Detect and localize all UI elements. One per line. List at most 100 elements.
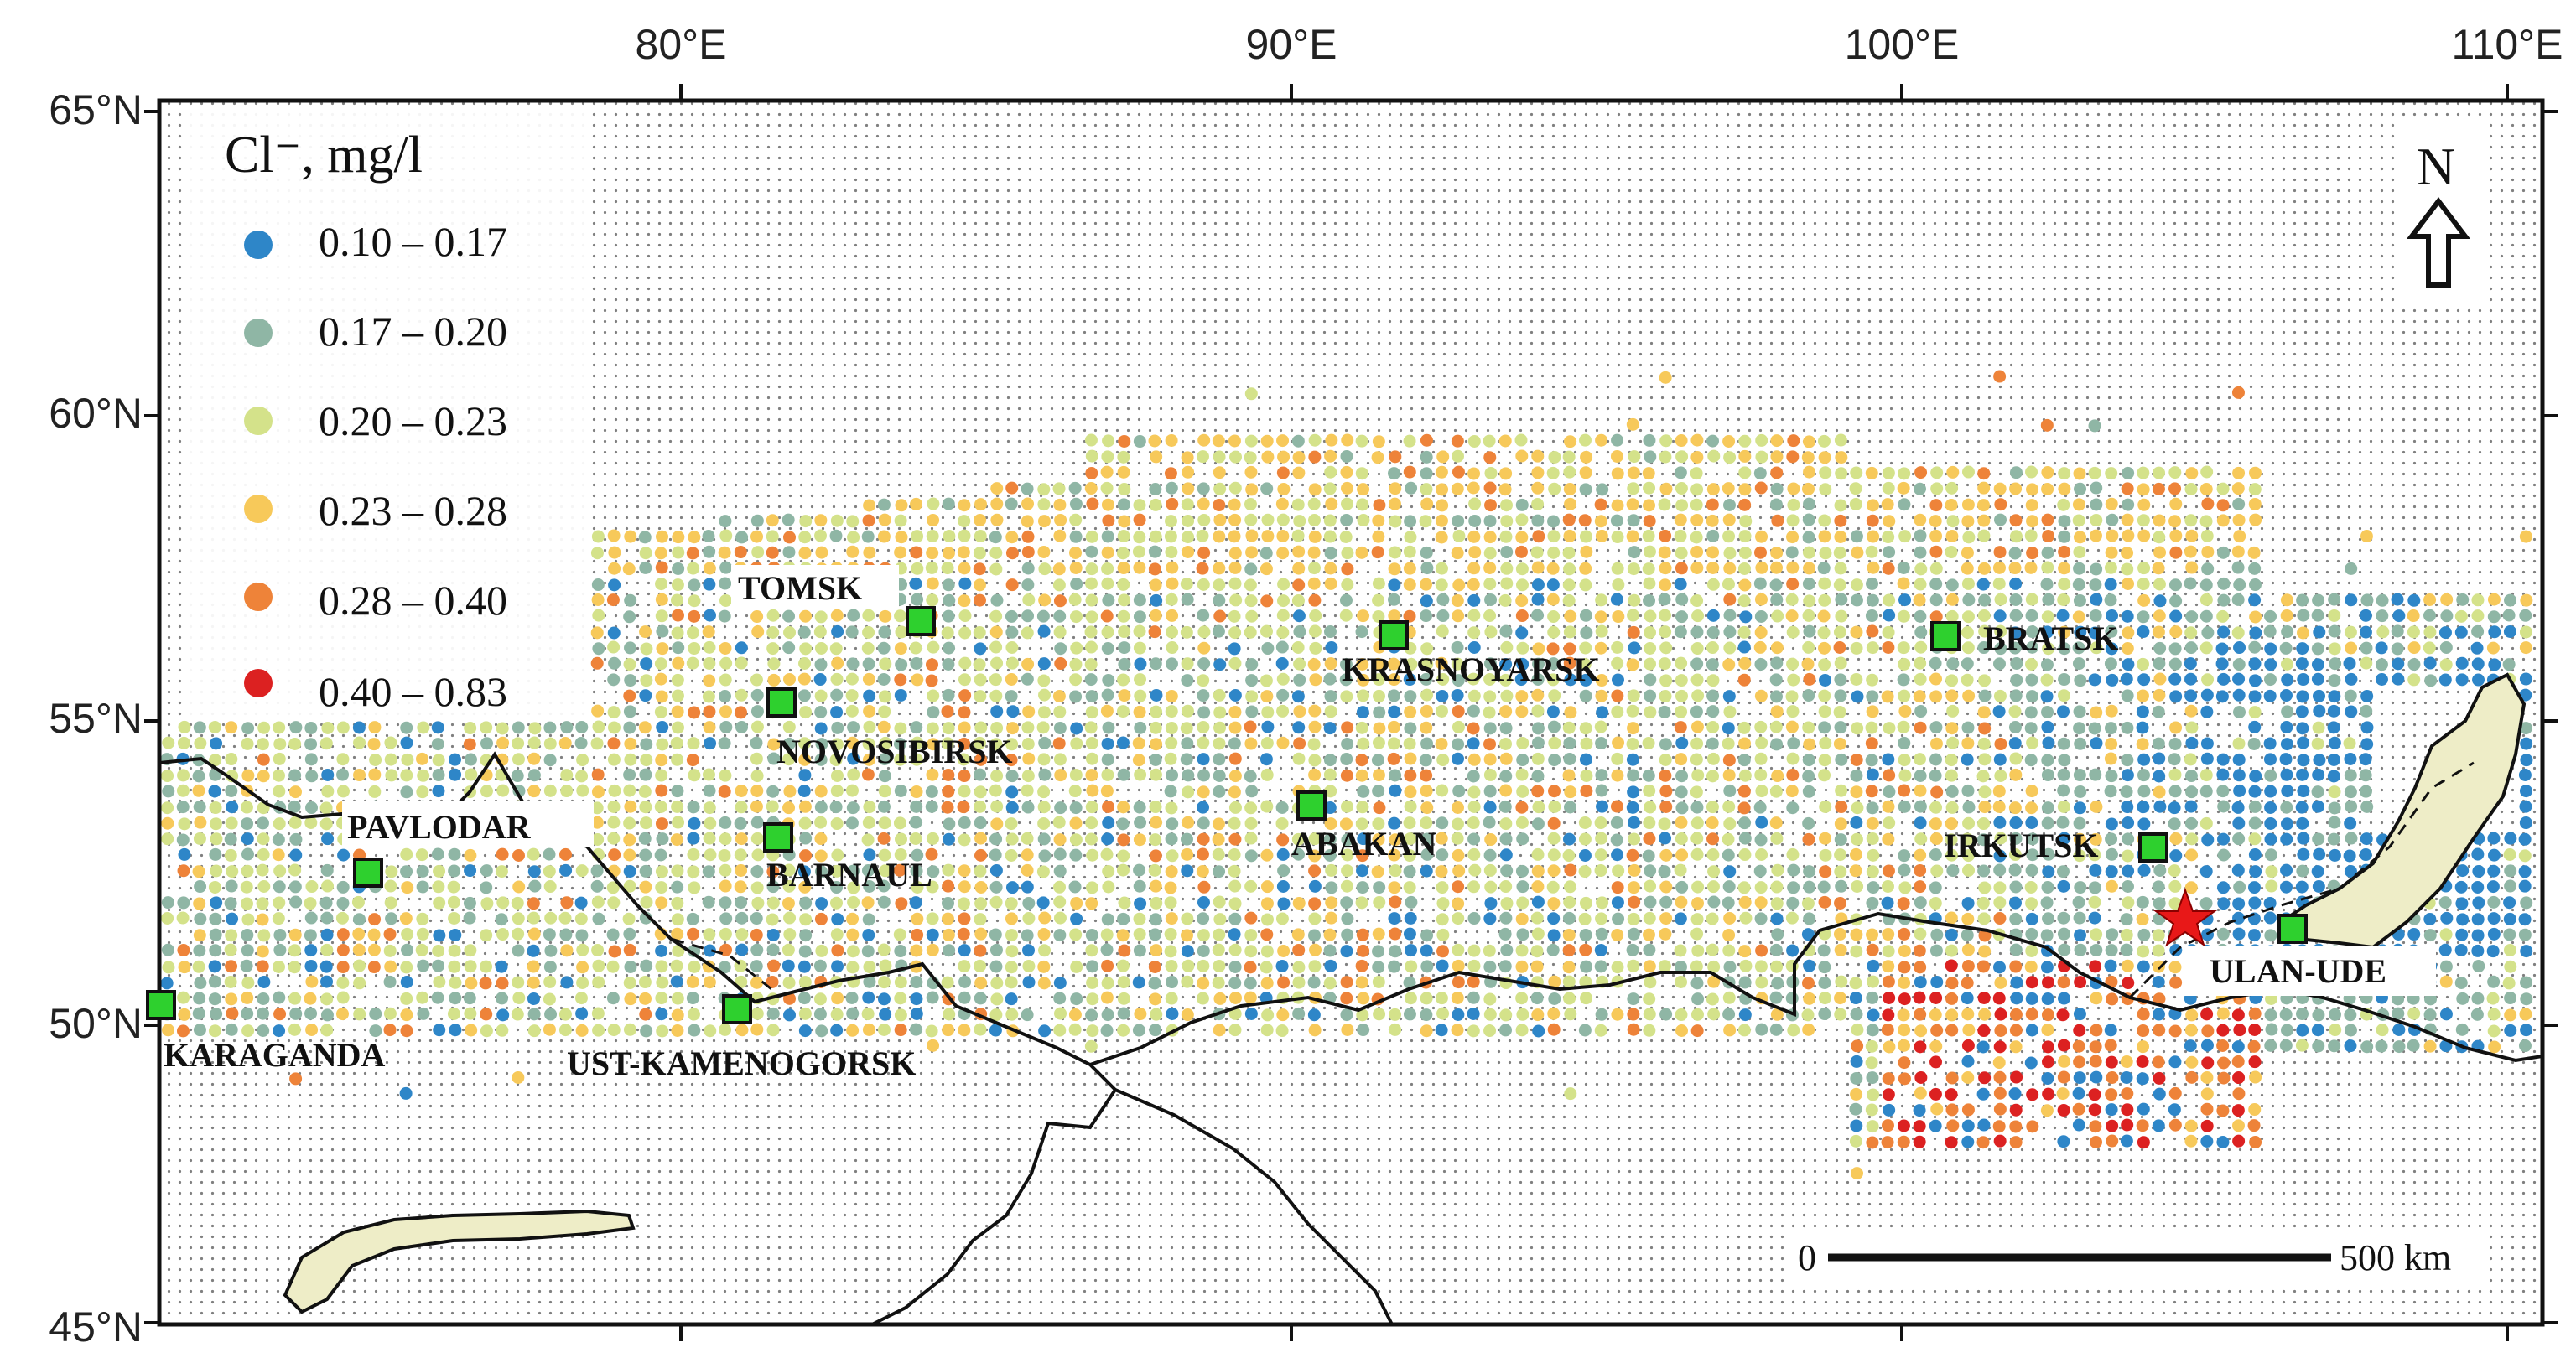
- chloride-dot: [2008, 848, 2022, 862]
- chloride-dot: [927, 1039, 940, 1052]
- city-barnaul: BARNAUL: [763, 822, 932, 894]
- chloride-dot: [1659, 434, 1673, 448]
- chloride-dot: [1101, 625, 1114, 639]
- chloride-dot: [1053, 864, 1067, 878]
- chloride-dot: [1579, 578, 1592, 592]
- chloride-dot: [2090, 706, 2103, 719]
- chloride-dot: [1499, 705, 1513, 718]
- chloride-dot: [1100, 847, 1114, 861]
- chloride-dot: [974, 944, 987, 957]
- north-arrow: N: [2398, 117, 2490, 306]
- chloride-dot: [718, 546, 731, 559]
- chloride-dot: [1929, 1039, 1943, 1053]
- chloride-dot: [1882, 1008, 1895, 1022]
- chloride-dot: [1515, 449, 1529, 463]
- chloride-dot: [400, 785, 413, 799]
- chloride-dot: [2184, 1039, 2197, 1053]
- chloride-dot: [1341, 833, 1354, 847]
- chloride-dot: [1690, 561, 1704, 574]
- chloride-dot: [1468, 497, 1482, 510]
- chloride-dot: [1978, 624, 1992, 638]
- chloride-dot: [1452, 515, 1465, 528]
- chloride-dot: [2503, 928, 2516, 941]
- chloride-dot: [2073, 1024, 2086, 1037]
- chloride-dot: [1117, 768, 1130, 781]
- chloride-dot: [2280, 832, 2293, 846]
- chloride-dot: [1739, 515, 1753, 528]
- chloride-dot: [1882, 945, 1895, 958]
- chloride-dot: [878, 976, 891, 989]
- chloride-dot: [670, 736, 683, 749]
- chloride-dot: [1515, 864, 1529, 878]
- chloride-dot: [1835, 975, 1848, 988]
- chloride-dot: [782, 672, 796, 686]
- chloride-dot: [911, 848, 924, 862]
- chloride-dot: [735, 641, 748, 655]
- chloride-dot: [590, 737, 604, 750]
- chloride-dot: [1213, 721, 1227, 734]
- chloride-dot: [2041, 801, 2054, 815]
- chloride-dot: [1244, 513, 1258, 526]
- chloride-dot: [2487, 610, 2501, 624]
- chloride-dot: [1182, 769, 1195, 782]
- chloride-dot: [1213, 499, 1226, 512]
- chloride-dot: [1627, 625, 1640, 639]
- chloride-dot: [2343, 737, 2356, 750]
- chloride-dot: [240, 880, 253, 894]
- chloride-dot: [2024, 1056, 2038, 1070]
- chloride-dot: [655, 593, 668, 606]
- chloride-dot: [210, 864, 223, 878]
- chloride-dot: [2200, 1134, 2214, 1148]
- chloride-dot: [384, 736, 397, 749]
- chloride-dot: [1898, 927, 1911, 941]
- chloride-dot: [1389, 895, 1402, 909]
- chloride-dot: [1914, 1008, 1927, 1021]
- chloride-dot: [1961, 577, 1975, 590]
- chloride-dot: [352, 943, 366, 956]
- chloride-dot: [718, 785, 731, 798]
- chloride-dot: [941, 562, 954, 575]
- chloride-dot: [1675, 895, 1688, 909]
- chloride-dot: [1229, 593, 1243, 607]
- chloride-dot: [1945, 689, 1959, 702]
- chloride-dot: [241, 864, 254, 878]
- chloride-dot: [1882, 1088, 1895, 1101]
- chloride-dot: [846, 801, 860, 815]
- chloride-dot: [1373, 896, 1386, 910]
- chloride-dot: [1022, 912, 1036, 925]
- chloride-dot: [1372, 593, 1385, 607]
- chloride-dot: [591, 578, 605, 592]
- chloride-dot: [559, 928, 573, 941]
- chloride-dot: [321, 785, 335, 798]
- chloride-dot: [288, 944, 302, 957]
- chloride-dot: [2042, 865, 2055, 878]
- chloride-dot: [1403, 881, 1416, 894]
- chloride-dot: [1036, 609, 1050, 623]
- chloride-dot: [1882, 975, 1895, 988]
- chloride-dot: [1865, 466, 1878, 479]
- chloride-dot: [1102, 816, 1115, 829]
- chloride-dot: [2090, 943, 2103, 956]
- chloride-dot: [544, 911, 558, 925]
- chloride-dot: [2122, 977, 2135, 990]
- chloride-dot: [735, 911, 749, 925]
- chloride-dot: [2121, 959, 2134, 972]
- chloride-dot: [225, 1023, 238, 1036]
- chloride-dot: [2009, 768, 2023, 781]
- chloride-dot: [1611, 961, 1624, 974]
- chloride-dot: [1484, 897, 1498, 910]
- chloride-dot: [385, 865, 398, 878]
- chloride-dot: [1531, 481, 1545, 495]
- chloride-dot: [2439, 640, 2453, 654]
- chloride-dot: [1754, 752, 1768, 765]
- chloride-dot: [2216, 482, 2230, 495]
- chloride-dot: [719, 529, 733, 542]
- chloride-dot: [2471, 880, 2485, 894]
- chloride-dot: [958, 785, 971, 798]
- chloride-dot: [2185, 610, 2199, 624]
- chloride-dot: [1754, 768, 1768, 781]
- chloride-dot: [1930, 864, 1944, 878]
- chloride-dot: [751, 625, 765, 639]
- chloride-dot: [1945, 1024, 1959, 1037]
- chloride-dot: [1451, 434, 1464, 448]
